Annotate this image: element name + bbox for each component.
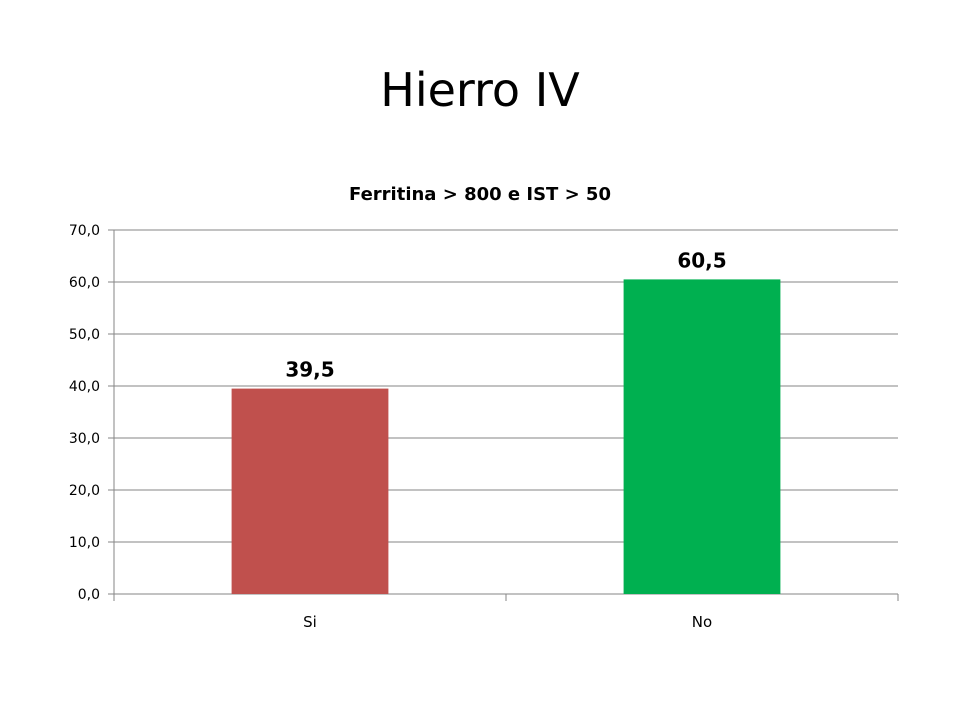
y-tick-label: 50,0 [69, 327, 100, 343]
chart-title: Ferritina > 800 e IST > 50 [349, 184, 611, 205]
data-label: 60,5 [677, 248, 726, 272]
y-tick-label: 10,0 [69, 535, 100, 551]
y-tick-label: 20,0 [69, 483, 100, 499]
bar [623, 279, 781, 594]
x-tick-label: Si [303, 613, 317, 631]
y-tick-label: 30,0 [69, 431, 100, 447]
y-tick-label: 0,0 [78, 587, 100, 603]
y-tick-label: 70,0 [69, 223, 100, 239]
x-tick-label: No [692, 613, 712, 631]
y-tick-label: 60,0 [69, 275, 100, 291]
slide-title: Hierro IV [380, 63, 580, 117]
bar [231, 388, 389, 594]
data-label: 39,5 [285, 358, 334, 382]
y-tick-label: 40,0 [69, 379, 100, 395]
